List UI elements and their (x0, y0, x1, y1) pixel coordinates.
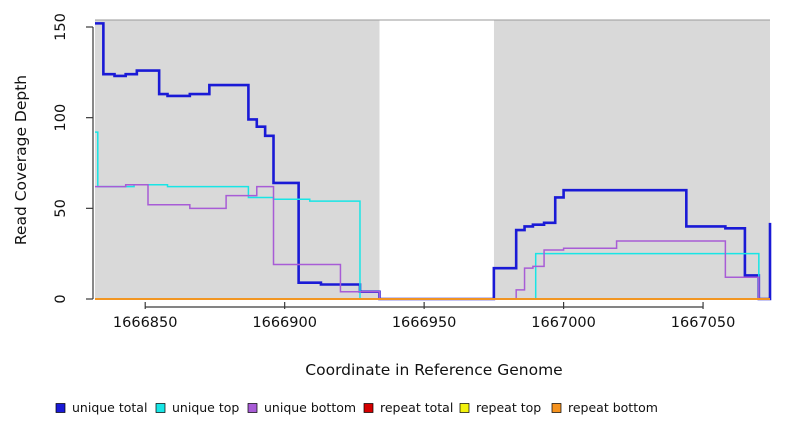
y-tick-label: 100 (53, 104, 69, 132)
series-traces (95, 22, 772, 301)
plot-panel-background (95, 19, 770, 300)
legend-swatch-repeat-bottom (551, 403, 562, 413)
legend-swatch-repeat-total (363, 403, 374, 413)
y-tick-label: 50 (53, 199, 69, 217)
legend-swatch-unique-top (155, 403, 166, 413)
x-tick-label: 1666950 (392, 315, 457, 331)
no-coverage-gap-region (379, 20, 494, 300)
series-line-unique-bottom (95, 184, 770, 300)
x-tick-label: 1666900 (252, 315, 317, 331)
tick-labels: 0 50 100 150 1666850 1666900 1666950 1667000 166… (53, 13, 735, 331)
legend-label-repeat-total: repeat total (380, 400, 453, 415)
y-axis-title: Read Coverage Depth (12, 75, 30, 245)
axes (86, 26, 704, 309)
x-tick-label: 1667000 (531, 315, 596, 331)
chart-legend: unique total unique top unique bottom repea… (55, 400, 658, 415)
legend-swatch-repeat-top (459, 403, 470, 413)
legend-label-repeat-bottom: repeat bottom (568, 400, 658, 415)
panel-region-left (95, 20, 380, 300)
legend-label-unique-top: unique top (172, 400, 239, 415)
x-tick-label: 1667050 (671, 315, 736, 331)
legend-swatch-unique-total (55, 403, 66, 413)
legend-swatch-unique-bottom (247, 403, 258, 413)
legend-label-repeat-top: repeat top (476, 400, 541, 415)
y-tick-label: 150 (53, 13, 69, 41)
legend-label-unique-bottom: unique bottom (264, 400, 356, 415)
x-tick-label: 1666850 (113, 315, 178, 331)
legend-label-unique-total: unique total (72, 400, 147, 415)
y-tick-label: 0 (53, 294, 69, 303)
x-axis-title: Coordinate in Reference Genome (305, 361, 562, 379)
